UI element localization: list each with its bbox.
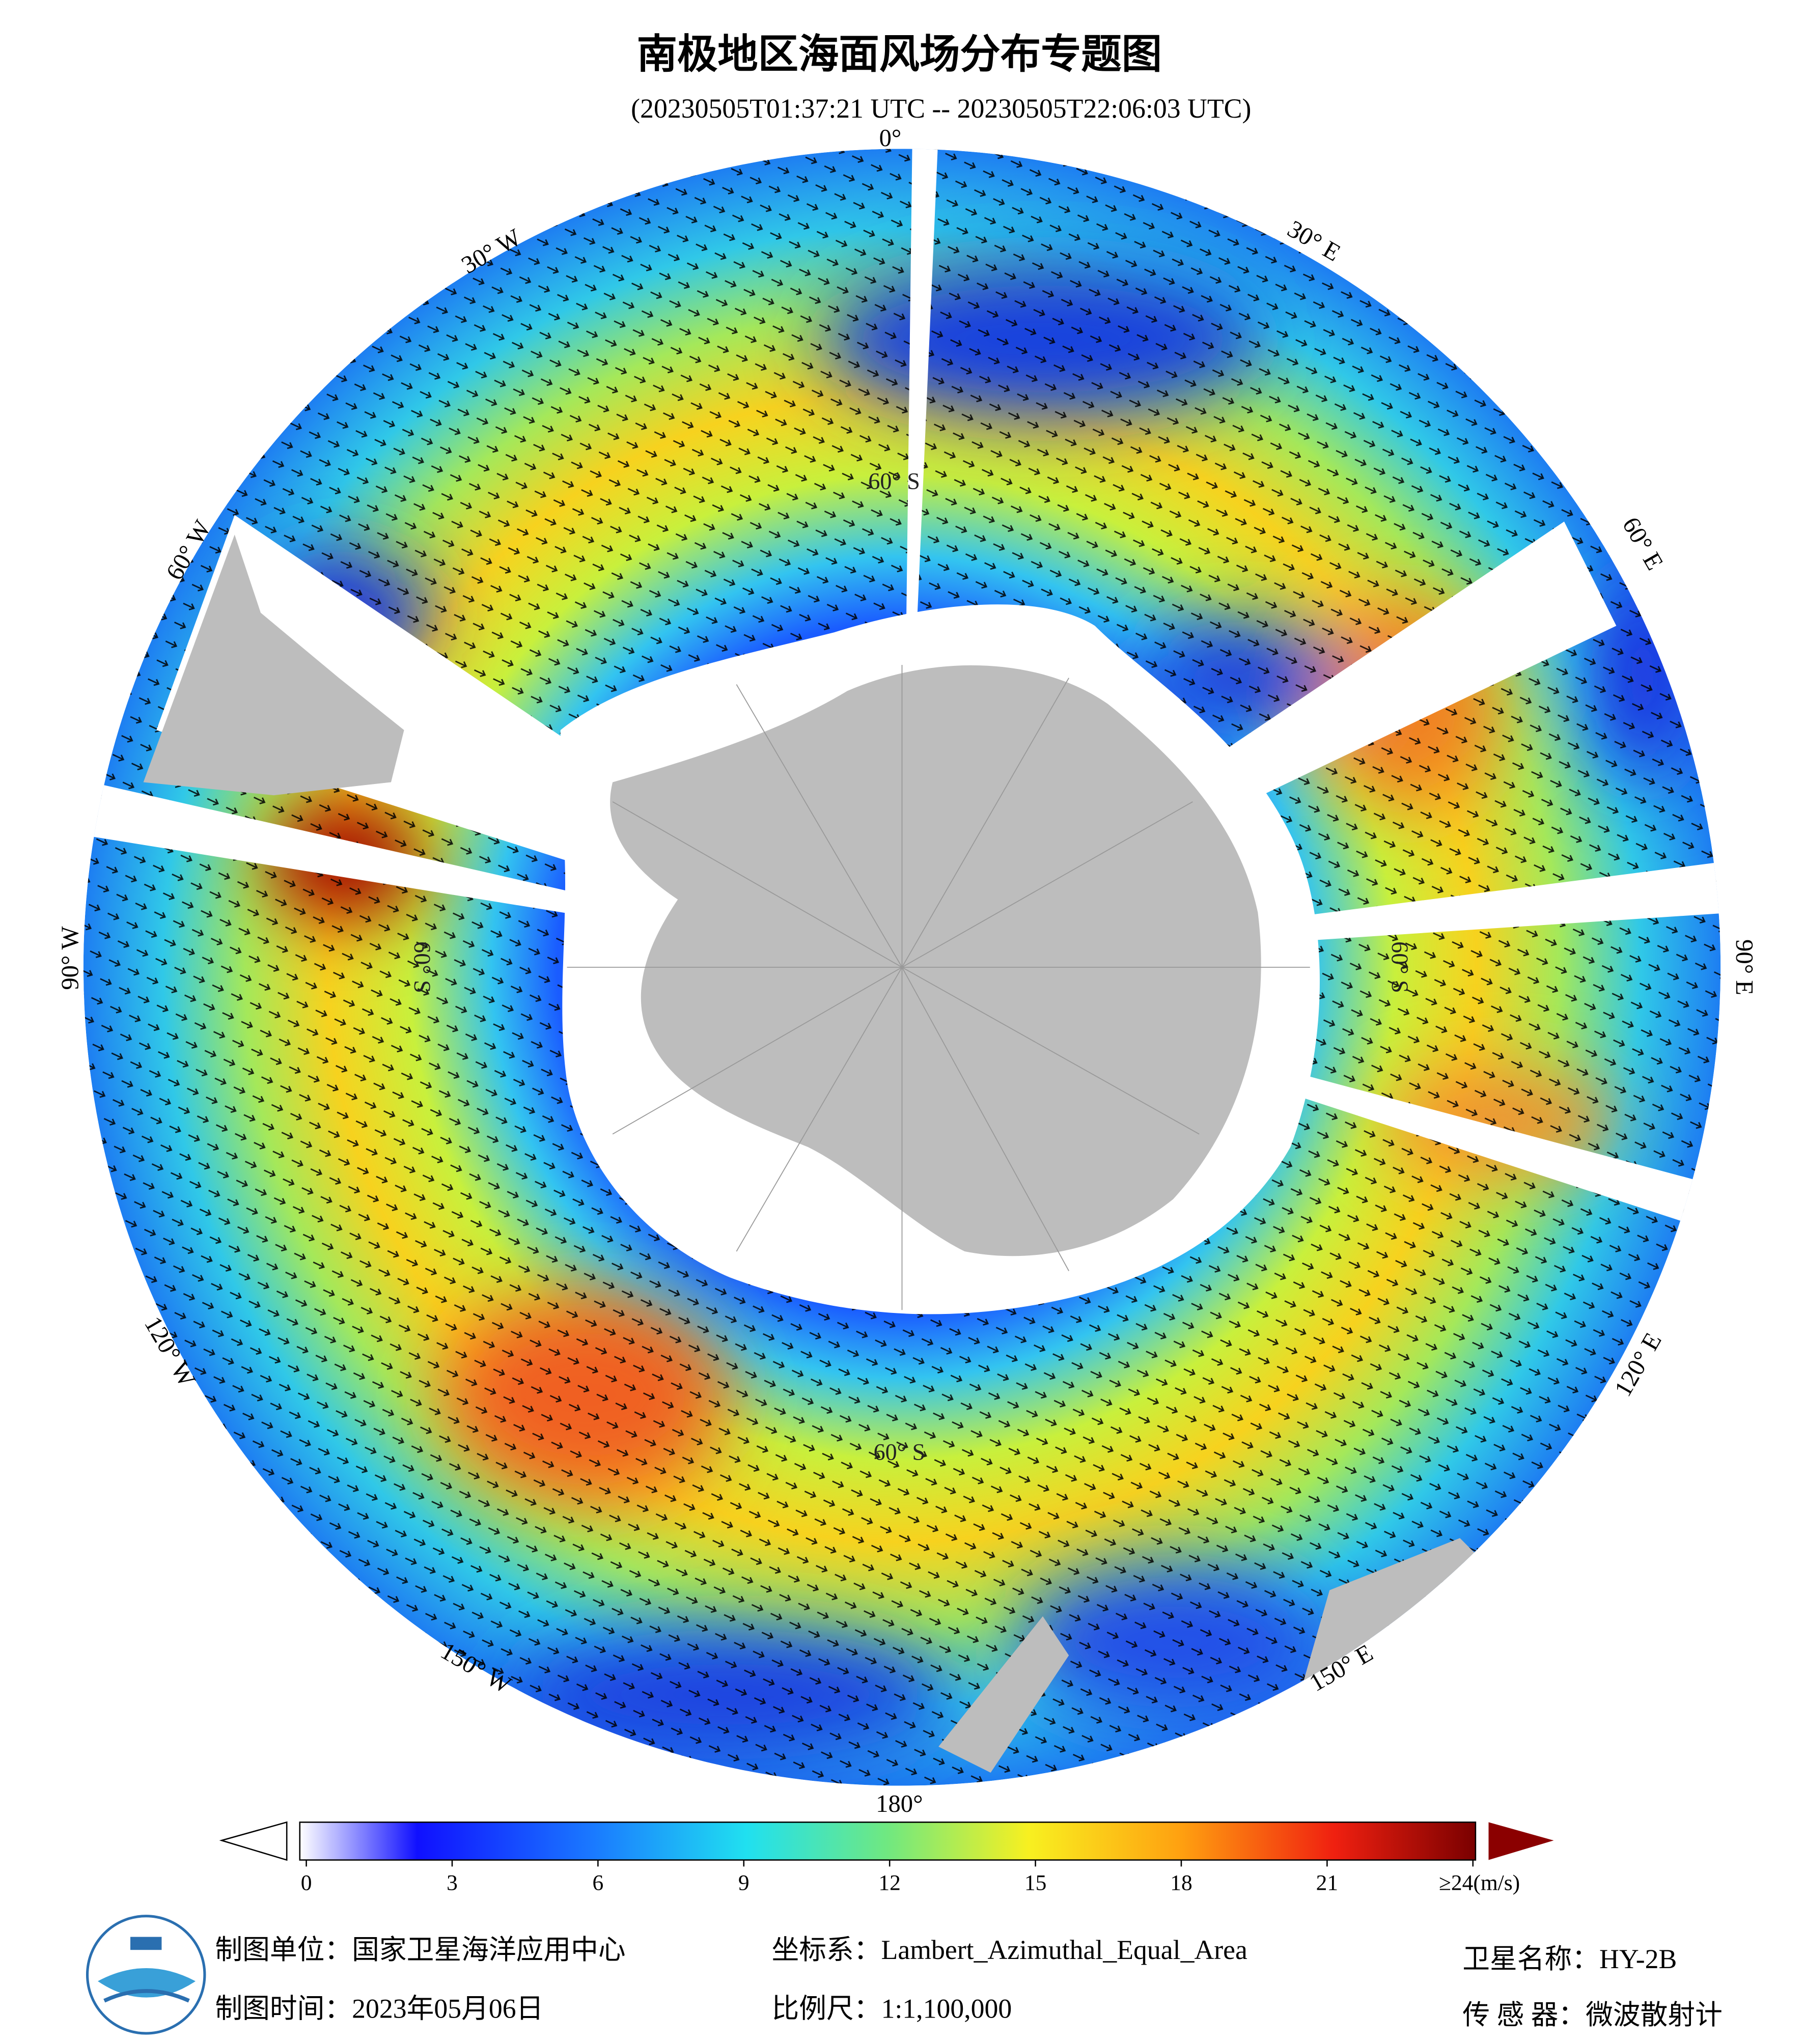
lon-label: 60° E [1617,513,1669,575]
lon-label: 180° [876,1790,923,1817]
sensor: 传 感 器：微波散射计 [1462,2000,1723,2030]
colorbar: 0 3 6 9 12 15 18 21 ≥24(m/s) [219,1821,1554,1895]
producer: 制图单位：国家卫星海洋应用中心 [215,1935,625,1965]
footer: 制图单位：国家卫星海洋应用中心 制图时间：2023年05月06日 坐标系：Lam… [86,1915,1723,2035]
colorbar-tick-label: 18 [1170,1870,1192,1895]
lat-label: 60° S [409,941,435,993]
colorbar-tick-label: 12 [878,1870,900,1895]
colorbar-tick-label: ≥24(m/s) [1439,1870,1520,1895]
colorbar-tick-label: 9 [738,1870,750,1895]
antarctica [560,604,1320,1314]
logo [86,1915,206,2035]
projection: 坐标系：Lambert_Azimuthal_Equal_Area [772,1935,1248,1965]
colorbar-tick-label: 0 [301,1870,312,1895]
scale: 比例尺：1:1,100,000 [772,1993,1012,2024]
latitude-labels: 60° S 60° S 60° S 60° S [409,468,1413,1465]
production-date: 制图时间：2023年05月06日 [215,1993,543,2024]
subtitle: (20230505T01:37:21 UTC -- 20230505T22:06… [631,93,1251,124]
lat-label: 60° S [874,1439,926,1465]
lat-label: 60° S [868,468,920,494]
colorbar-tick-label: 3 [447,1870,458,1895]
colorbar-tick-label: 6 [593,1870,604,1895]
lon-label: 90° W [57,926,84,990]
lon-label: 90° E [1731,939,1758,995]
lat-label: 60° S [1387,941,1413,993]
lon-label: 0° [879,124,902,152]
colorbar-tick-label: 15 [1024,1870,1046,1895]
title: 南极地区海面风场分布专题图 [637,33,1162,77]
satellite: 卫星名称：HY-2B [1462,1944,1677,1974]
colorbar-tick-label: 21 [1316,1870,1339,1895]
